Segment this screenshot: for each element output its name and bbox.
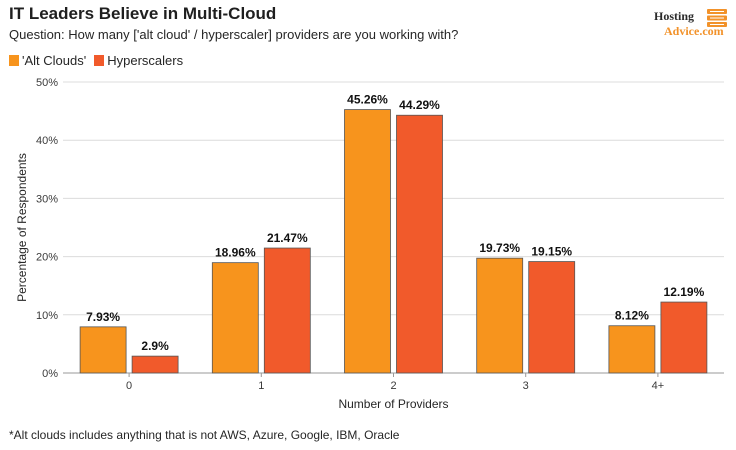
data-label: 12.19%: [664, 285, 705, 299]
chart-footnote: *Alt clouds includes anything that is no…: [9, 428, 400, 442]
y-tick-label: 40%: [36, 135, 58, 147]
legend-swatch-hyperscalers: [94, 54, 105, 66]
y-axis-title: Percentage of Respondents: [15, 153, 29, 302]
bar-hyperscalers: [528, 261, 576, 374]
legend-label-alt-clouds: 'Alt Clouds': [22, 52, 87, 68]
data-label: 19.73%: [479, 241, 520, 255]
data-label: 18.96%: [215, 246, 256, 260]
chart-subtitle: Question: How many ['alt cloud' / hypers…: [9, 27, 459, 42]
hosting-advice-logo: Hosting Advice.com: [654, 8, 730, 42]
bar-alt-clouds: [79, 326, 127, 374]
bar-hyperscalers: [263, 247, 311, 374]
data-label: 45.26%: [347, 93, 388, 107]
bar-alt-clouds: [211, 262, 259, 374]
y-tick-label: 50%: [36, 77, 58, 89]
data-label: 44.29%: [399, 98, 440, 112]
y-tick-label: 0%: [42, 368, 58, 380]
data-label: 2.9%: [141, 339, 169, 353]
data-label: 7.93%: [86, 310, 120, 324]
x-tick-label: 3: [523, 380, 529, 392]
chart-legend: 'Alt Clouds' Hyperscalers: [9, 52, 191, 68]
legend-item-alt-clouds: 'Alt Clouds': [9, 53, 86, 68]
server-stack-icon: [707, 9, 727, 27]
data-label: 8.12%: [615, 309, 649, 323]
bar-chart: 0% 10% 20% 30% 40% 50% 7.93% 2.9% 0 18.96% 21.47% 1…: [15, 77, 724, 411]
bar-hyperscalers: [131, 355, 179, 374]
x-tick-label: 1: [258, 380, 264, 392]
brand-line-1: Hosting: [654, 9, 695, 23]
y-tick-label: 30%: [36, 193, 58, 205]
bar-alt-clouds: [344, 109, 391, 374]
chart-title: IT Leaders Believe in Multi-Cloud: [9, 4, 277, 23]
bar-alt-clouds: [608, 325, 656, 374]
x-tick-label: 2: [390, 380, 396, 392]
bar-hyperscalers: [660, 301, 708, 374]
x-tick-label: 0: [126, 380, 132, 392]
brand-line-2: Advice.com: [664, 24, 724, 38]
legend-item-hyperscalers: Hyperscalers: [94, 53, 183, 68]
bar-alt-clouds: [476, 257, 524, 374]
data-label: 21.47%: [267, 231, 308, 245]
legend-label-hyperscalers: Hyperscalers: [107, 52, 184, 68]
data-label: 19.15%: [531, 245, 572, 259]
x-tick-label: 4+: [652, 380, 665, 392]
legend-swatch-alt-clouds: [9, 54, 19, 66]
y-tick-label: 10%: [36, 310, 58, 322]
bar-hyperscalers: [396, 114, 443, 374]
y-tick-label: 20%: [36, 252, 58, 264]
x-axis-title: Number of Providers: [338, 397, 448, 411]
